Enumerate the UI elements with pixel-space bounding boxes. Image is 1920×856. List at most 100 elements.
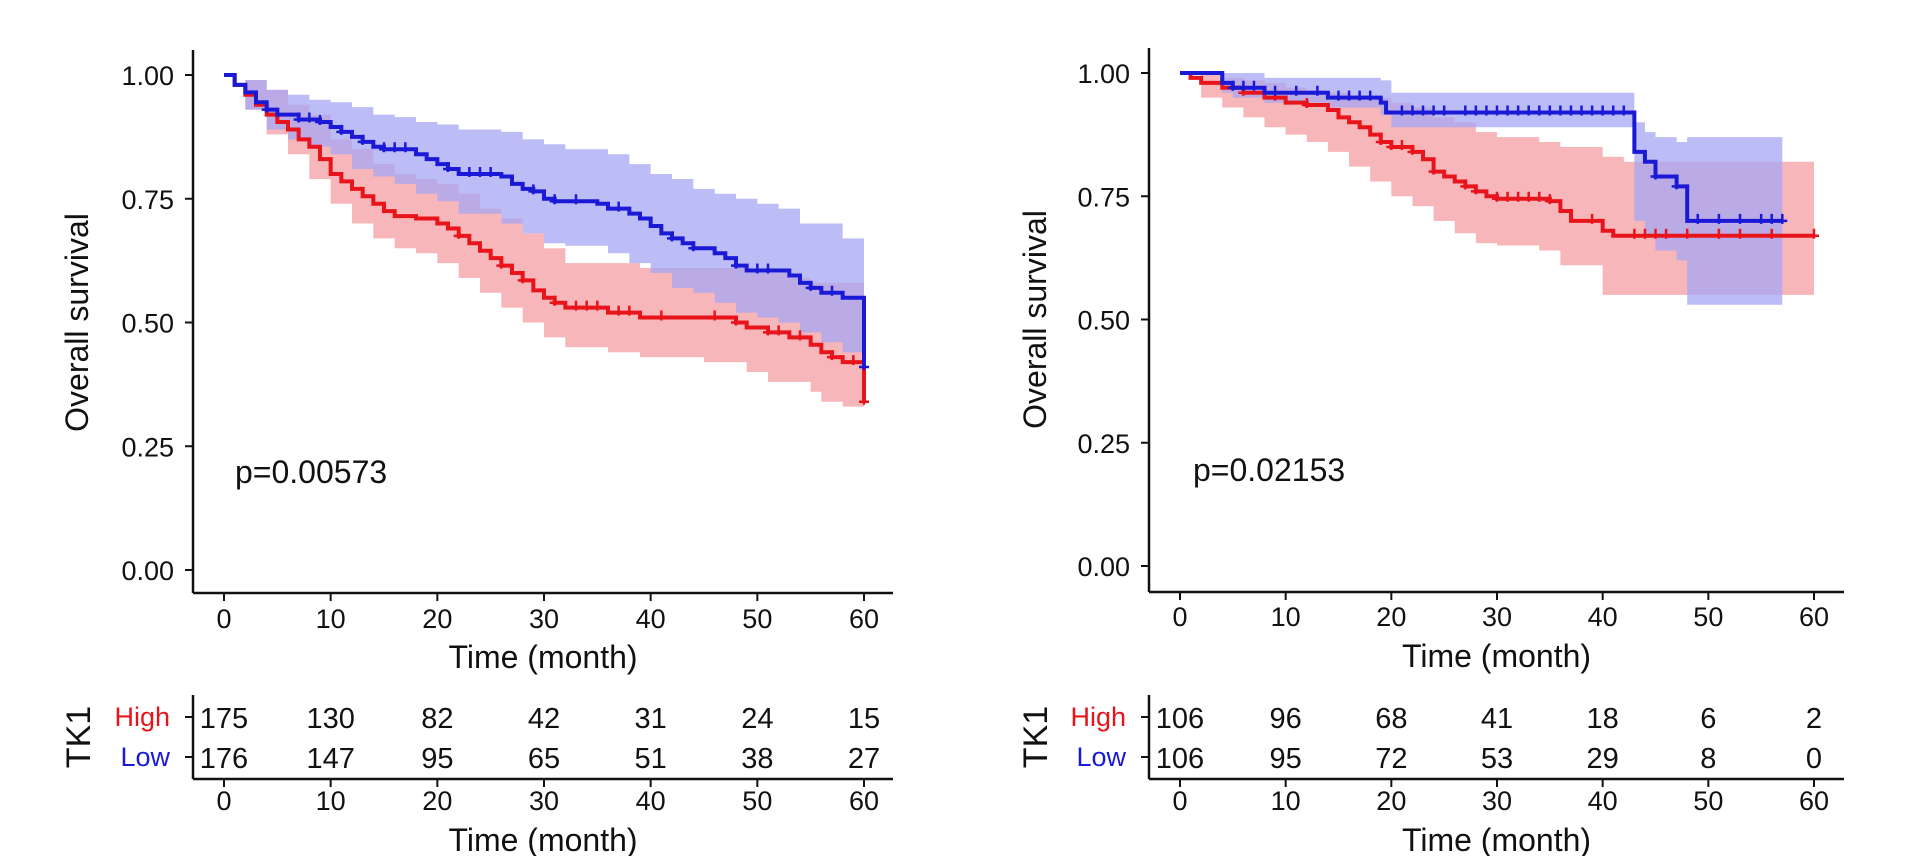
- x-tick-label: 50: [742, 604, 772, 634]
- censor-mark-high: [1544, 194, 1555, 205]
- censor-mark-high: [624, 305, 635, 316]
- censor-mark-high: [763, 325, 773, 336]
- risk-count: 29: [1587, 743, 1619, 775]
- censor-mark-low: [1766, 213, 1777, 224]
- censor-mark-low: [1291, 85, 1302, 96]
- x-tick-label: 0: [216, 604, 231, 634]
- km-panel-1: 0.00 0.25 0.50 0.75 1.00 0 10 20 30 40 50 60 Time (m…: [59, 50, 893, 856]
- censor-mark-high: [1735, 228, 1746, 239]
- censor-mark-high: [1682, 228, 1693, 239]
- censor-mark-low: [261, 102, 272, 113]
- censor-mark-high: [1428, 164, 1439, 175]
- risk-x-tick-label: 0: [1172, 786, 1187, 816]
- censor-mark-high: [496, 258, 507, 269]
- y-tick-label: 0.00: [121, 556, 174, 586]
- risk-count: 106: [1156, 703, 1204, 735]
- censor-mark-low: [763, 263, 773, 274]
- censor-mark-high: [731, 315, 741, 326]
- censor-mark-high: [549, 295, 560, 306]
- risk-count: 51: [635, 743, 667, 775]
- censor-mark-low: [688, 241, 699, 252]
- risk-count: 6: [1700, 703, 1716, 735]
- x-tick-label: 60: [849, 604, 879, 634]
- censor-mark-high: [859, 394, 869, 405]
- ci-band-low: [1180, 73, 1783, 305]
- censor-mark-high: [1386, 139, 1397, 150]
- censor-mark-low: [336, 124, 347, 135]
- censor-mark-low: [1555, 105, 1566, 116]
- censor-mark-low: [1407, 105, 1418, 116]
- censor-mark-high: [1375, 135, 1386, 146]
- censor-mark-low: [571, 194, 581, 205]
- risk-count: 41: [1481, 703, 1513, 735]
- risk-count: 147: [306, 743, 354, 775]
- censor-mark-high: [571, 300, 581, 311]
- censor-mark-low: [1248, 80, 1259, 91]
- risk-count: 38: [741, 743, 773, 775]
- censor-mark-high: [1587, 213, 1598, 224]
- risk-count: 68: [1375, 703, 1407, 735]
- censor-mark-low: [1735, 213, 1746, 224]
- x-tick-label: 50: [1693, 602, 1723, 632]
- p-value-label: p=0.00573: [235, 454, 387, 490]
- risk-count: 130: [306, 703, 354, 735]
- censor-mark-low: [805, 280, 816, 291]
- censor-mark-low: [1534, 105, 1545, 116]
- censor-mark-low: [400, 142, 411, 153]
- censor-mark-high: [517, 273, 528, 284]
- censor-mark-low: [1756, 213, 1767, 224]
- censor-mark-high: [1460, 179, 1471, 190]
- risk-count: 31: [635, 703, 667, 735]
- risk-x-tick-label: 40: [636, 786, 666, 816]
- censor-mark-low: [379, 142, 389, 153]
- censor-mark-low: [1777, 213, 1788, 224]
- risk-group-label-high: High: [1070, 702, 1126, 732]
- risk-count: 2: [1806, 703, 1822, 735]
- y-axis-title: Overall survival: [59, 213, 95, 432]
- censor-mark-high: [1629, 228, 1640, 239]
- risk-x-tick-label: 0: [216, 786, 231, 816]
- y-axis-title: Overall survival: [1017, 210, 1053, 429]
- censor-mark-low: [1428, 105, 1439, 116]
- censor-mark-low: [859, 360, 869, 371]
- risk-count: 82: [421, 703, 453, 735]
- censor-mark-low: [731, 258, 741, 269]
- censor-mark-low: [1692, 213, 1703, 224]
- risk-x-tick-label: 20: [1376, 786, 1406, 816]
- risk-count: 72: [1375, 743, 1407, 775]
- censor-mark-high: [1513, 191, 1524, 202]
- y-tick-label: 0.00: [1077, 552, 1130, 582]
- x-tick-label: 10: [316, 604, 346, 634]
- censor-mark-low: [1608, 105, 1619, 116]
- censor-mark-high: [1492, 191, 1502, 202]
- risk-x-tick-label: 60: [849, 786, 879, 816]
- censor-mark-low: [1344, 90, 1355, 101]
- risk-count: 53: [1481, 743, 1513, 775]
- x-tick-label: 10: [1271, 602, 1301, 632]
- risk-count: 106: [1156, 743, 1204, 775]
- censor-mark-high: [773, 325, 784, 336]
- risk-table-title: TK1: [1017, 706, 1055, 768]
- censor-mark-low: [464, 167, 475, 177]
- censor-mark-low: [389, 142, 400, 153]
- risk-count: 0: [1806, 743, 1822, 775]
- risk-x-tick-label: 10: [1271, 786, 1301, 816]
- censor-mark-low: [1354, 90, 1365, 101]
- risk-group-label-high: High: [114, 702, 170, 732]
- censor-mark-low: [1671, 179, 1682, 190]
- censor-mark-low: [357, 134, 368, 145]
- x-axis-title: Time (month): [448, 639, 637, 675]
- y-tick-label: 0.50: [121, 309, 174, 339]
- censor-mark-low: [1713, 213, 1724, 224]
- censor-mark-low: [293, 112, 304, 123]
- censor-mark-high: [656, 310, 667, 321]
- risk-count: 65: [528, 743, 560, 775]
- censor-mark-high: [581, 300, 592, 311]
- risk-x-axis-title: Time (month): [1402, 822, 1591, 856]
- censor-mark-low: [827, 285, 837, 296]
- censor-mark-low: [315, 115, 325, 126]
- censor-mark-low: [667, 231, 677, 242]
- risk-table-title: TK1: [60, 706, 98, 768]
